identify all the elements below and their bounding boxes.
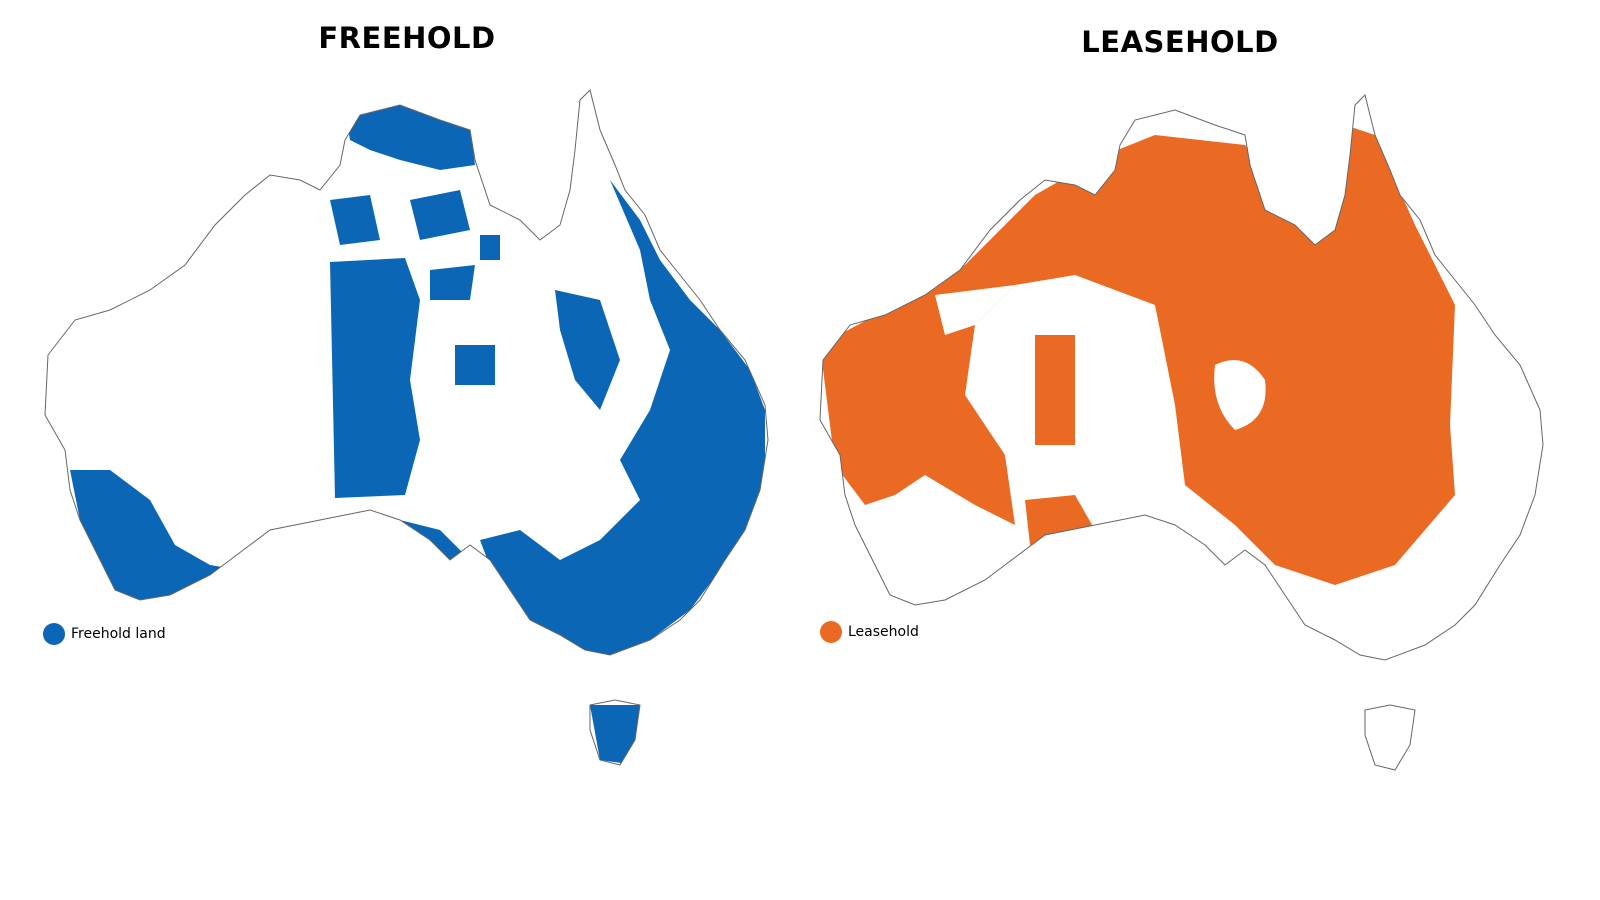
legend-label: Freehold land [71,626,166,642]
leasehold-fill [820,125,1455,610]
map-title: LEASEHOLD [1081,25,1278,59]
legend-swatch [43,623,65,645]
leasehold-map [819,94,1544,771]
legend-label: Leasehold [848,624,919,640]
freehold-map: FREEHOLD Freehold land [43,21,769,766]
freehold-areas [70,105,765,765]
legend-swatch [820,621,842,643]
map-title: FREEHOLD [318,21,495,55]
leasehold-areas [820,125,1455,610]
leasehold-gaps [935,285,1266,430]
